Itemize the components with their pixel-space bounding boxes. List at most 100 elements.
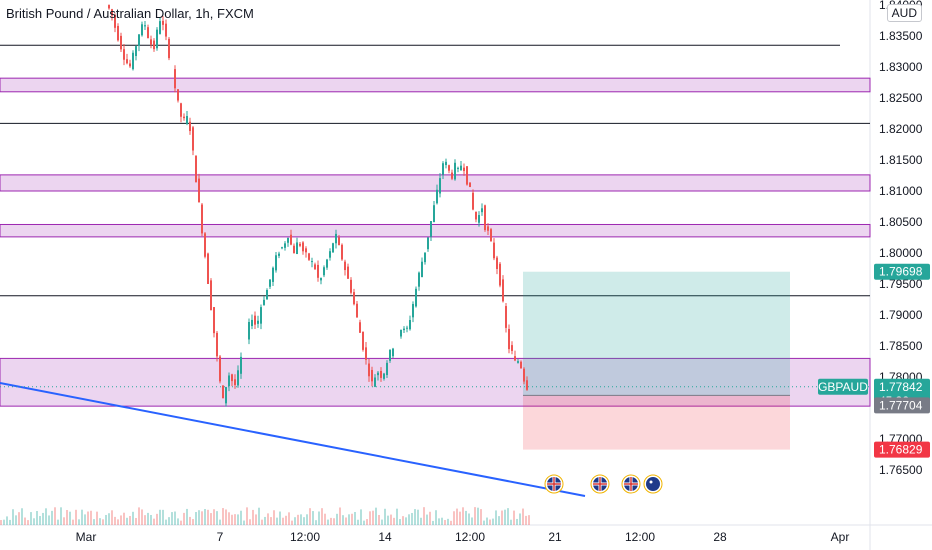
candle-body xyxy=(409,320,411,330)
candle-body xyxy=(478,215,480,223)
candle-body xyxy=(257,320,259,324)
candle-body xyxy=(389,349,391,361)
candle-body xyxy=(305,248,307,253)
volume-bar xyxy=(234,514,236,525)
trend-line[interactable] xyxy=(0,382,586,497)
volume-bar xyxy=(384,508,386,525)
volume-bar xyxy=(225,509,227,525)
candle-body xyxy=(463,167,465,171)
volume-bar xyxy=(171,512,173,525)
profit-zone[interactable] xyxy=(523,271,790,396)
volume-bar xyxy=(390,514,392,525)
candle-body xyxy=(138,34,140,46)
volume-bar xyxy=(108,513,110,525)
candle-body xyxy=(114,14,116,28)
candle-body xyxy=(386,362,388,375)
volume-bar xyxy=(198,510,200,525)
candle-body xyxy=(111,9,113,16)
candle-body xyxy=(511,345,513,351)
candle-body xyxy=(502,279,504,302)
x-tick-label: 28 xyxy=(713,530,727,544)
volume-bar xyxy=(174,511,176,525)
volume-bar xyxy=(522,508,524,525)
volume-bar xyxy=(327,519,329,525)
volume-bar xyxy=(12,509,14,525)
volume-bar xyxy=(243,520,245,525)
loss-zone[interactable] xyxy=(523,395,790,450)
candle-body xyxy=(156,29,158,49)
x-tick-label: 21 xyxy=(548,530,562,544)
candle-body xyxy=(371,369,373,382)
volume-bar xyxy=(222,508,224,525)
volume-bar xyxy=(249,519,251,525)
volume-bar xyxy=(24,517,26,525)
zone-rectangle-1[interactable] xyxy=(0,174,871,192)
candle-body xyxy=(144,25,146,27)
volume-bar xyxy=(231,514,233,525)
volume-bar xyxy=(510,519,512,525)
y-tick-label: 1.80000 xyxy=(879,246,923,260)
symbol-label: GBPAUD xyxy=(818,380,868,394)
volume-bar xyxy=(30,512,32,525)
volume-bar xyxy=(453,511,455,525)
volume-bar xyxy=(387,515,389,525)
volume-bar xyxy=(516,518,518,525)
candle-body xyxy=(439,178,441,194)
candle-body xyxy=(266,289,268,300)
volume-bar xyxy=(501,510,503,525)
volume-bar xyxy=(414,509,416,525)
y-tick-label: 1.83500 xyxy=(879,29,923,43)
volume-bar xyxy=(81,509,83,525)
candle-body xyxy=(222,385,224,399)
candle-body xyxy=(159,21,161,34)
candle-body xyxy=(189,121,191,132)
volume-bar xyxy=(255,514,257,525)
zone-rectangle-0[interactable] xyxy=(0,77,871,93)
volume-bar xyxy=(180,520,182,525)
candle-body xyxy=(433,205,435,222)
candle-body xyxy=(329,251,331,258)
stop-price-label: 1.76829 xyxy=(879,443,923,457)
volume-bar xyxy=(321,508,323,525)
volume-bar xyxy=(282,517,284,525)
candle-body xyxy=(496,257,498,269)
currency-button[interactable]: AUD xyxy=(886,4,922,22)
volume-bar xyxy=(375,507,377,525)
candle-body xyxy=(406,327,408,329)
zone-rectangle-2[interactable] xyxy=(0,223,871,238)
y-tick-label: 1.80500 xyxy=(879,215,923,229)
candle-body xyxy=(368,363,370,377)
volume-bar xyxy=(165,519,167,525)
volume-bar xyxy=(213,509,215,525)
candle-body xyxy=(248,321,250,340)
volume-bar xyxy=(6,516,8,525)
volume-bar xyxy=(438,518,440,525)
volume-bar xyxy=(216,511,218,525)
candle-body xyxy=(150,39,152,45)
candle-body xyxy=(281,247,283,249)
volume-bar xyxy=(411,512,413,525)
volume-bar xyxy=(57,519,59,525)
volume-bar xyxy=(354,511,356,525)
candle-body xyxy=(359,322,361,333)
zone-rectangle-3[interactable] xyxy=(0,357,871,407)
volume-bar xyxy=(483,520,485,525)
entry-price-label: 1.77704 xyxy=(879,398,923,412)
candle-body xyxy=(430,221,432,237)
volume-bar xyxy=(60,507,62,525)
volume-bar xyxy=(486,517,488,525)
volume-bar xyxy=(258,507,260,525)
volume-bar xyxy=(75,509,77,525)
volume-bar xyxy=(432,520,434,525)
candle-body xyxy=(347,266,349,279)
y-tick-label: 1.78500 xyxy=(879,339,923,353)
entry-price-box xyxy=(874,397,930,414)
volume-bar xyxy=(48,515,50,525)
volume-bar xyxy=(267,513,269,525)
volume-bar xyxy=(219,519,221,525)
volume-bar xyxy=(144,515,146,525)
x-tick-label: Mar xyxy=(76,530,97,544)
x-tick-label: 7 xyxy=(217,530,224,544)
volume-bar xyxy=(357,519,359,525)
